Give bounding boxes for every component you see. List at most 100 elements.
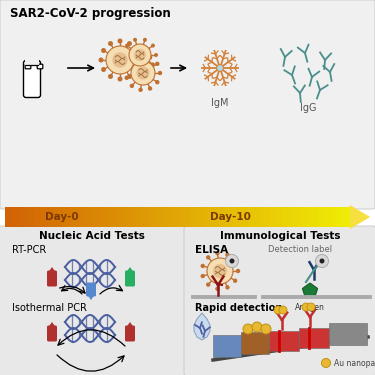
Bar bbox=[90, 207, 92, 227]
Bar bbox=[76, 207, 78, 227]
Circle shape bbox=[122, 53, 126, 57]
FancyBboxPatch shape bbox=[37, 64, 43, 69]
Circle shape bbox=[307, 303, 315, 311]
Circle shape bbox=[216, 64, 223, 72]
Bar bbox=[67, 207, 69, 227]
Polygon shape bbox=[302, 283, 318, 297]
Bar bbox=[198, 207, 200, 227]
Bar bbox=[17, 207, 19, 227]
Bar bbox=[252, 207, 254, 227]
Bar bbox=[303, 207, 306, 227]
Bar bbox=[33, 207, 35, 227]
FancyBboxPatch shape bbox=[24, 60, 40, 98]
Bar bbox=[108, 207, 111, 227]
Circle shape bbox=[155, 62, 159, 66]
Circle shape bbox=[101, 67, 106, 72]
Bar bbox=[245, 207, 247, 227]
Bar bbox=[334, 207, 337, 227]
Bar bbox=[191, 207, 194, 227]
Bar bbox=[293, 207, 295, 227]
Bar bbox=[19, 207, 21, 227]
Bar bbox=[329, 207, 332, 227]
Circle shape bbox=[236, 269, 240, 273]
Bar bbox=[343, 207, 345, 227]
Circle shape bbox=[125, 62, 129, 66]
Bar bbox=[134, 207, 136, 227]
Bar bbox=[13, 207, 16, 227]
Bar bbox=[285, 207, 286, 227]
Circle shape bbox=[124, 76, 129, 80]
FancyBboxPatch shape bbox=[125, 270, 135, 286]
Bar bbox=[309, 207, 311, 227]
Circle shape bbox=[206, 255, 210, 260]
Bar bbox=[95, 207, 97, 227]
Bar bbox=[121, 207, 123, 227]
Bar bbox=[298, 207, 300, 227]
Bar bbox=[312, 207, 314, 227]
Circle shape bbox=[148, 86, 152, 91]
Text: IgG: IgG bbox=[300, 103, 316, 113]
Bar bbox=[188, 207, 190, 227]
Bar bbox=[238, 207, 240, 227]
Bar bbox=[102, 207, 104, 227]
Bar bbox=[338, 207, 340, 227]
Bar bbox=[231, 207, 233, 227]
Circle shape bbox=[117, 76, 123, 81]
Text: SAR2-CoV-2 progression: SAR2-CoV-2 progression bbox=[10, 7, 171, 20]
Bar bbox=[179, 207, 182, 227]
Bar bbox=[171, 207, 173, 227]
Bar bbox=[326, 207, 328, 227]
Bar bbox=[96, 207, 99, 227]
Text: RT-PCR: RT-PCR bbox=[12, 245, 46, 255]
Bar bbox=[329, 323, 367, 345]
Bar bbox=[82, 207, 85, 227]
Text: Rapid detection: Rapid detection bbox=[195, 303, 282, 313]
Circle shape bbox=[136, 57, 141, 63]
Bar bbox=[10, 207, 12, 227]
Bar bbox=[310, 207, 312, 227]
Bar bbox=[210, 207, 213, 227]
Bar bbox=[297, 207, 299, 227]
Text: Antigen: Antigen bbox=[295, 303, 325, 312]
Bar bbox=[69, 207, 71, 227]
Bar bbox=[346, 207, 349, 227]
Bar bbox=[41, 207, 44, 227]
Bar bbox=[26, 207, 28, 227]
Bar bbox=[64, 207, 66, 227]
Bar bbox=[205, 207, 207, 227]
Bar bbox=[254, 207, 256, 227]
FancyBboxPatch shape bbox=[0, 0, 375, 209]
Circle shape bbox=[133, 68, 137, 72]
Bar bbox=[21, 207, 23, 227]
Text: Nucleic Acid Tests: Nucleic Acid Tests bbox=[39, 231, 145, 241]
Bar bbox=[186, 207, 188, 227]
Bar bbox=[140, 207, 142, 227]
Bar bbox=[240, 207, 242, 227]
Text: Day-10: Day-10 bbox=[210, 212, 251, 222]
Circle shape bbox=[134, 48, 139, 53]
Bar bbox=[81, 207, 83, 227]
Circle shape bbox=[129, 44, 151, 66]
Bar bbox=[141, 207, 144, 227]
Circle shape bbox=[230, 258, 234, 264]
Circle shape bbox=[151, 62, 155, 66]
Bar bbox=[88, 207, 90, 227]
Circle shape bbox=[225, 255, 238, 267]
Bar bbox=[276, 207, 278, 227]
Bar bbox=[322, 207, 325, 227]
Bar bbox=[299, 328, 329, 348]
Circle shape bbox=[134, 67, 139, 72]
Circle shape bbox=[108, 74, 113, 79]
Bar bbox=[150, 207, 152, 227]
Bar bbox=[159, 207, 161, 227]
Bar bbox=[100, 207, 102, 227]
Bar bbox=[45, 207, 47, 227]
Circle shape bbox=[321, 358, 330, 368]
Bar bbox=[348, 207, 351, 227]
Bar bbox=[36, 207, 38, 227]
Bar bbox=[52, 207, 54, 227]
Bar bbox=[302, 207, 304, 227]
Circle shape bbox=[320, 258, 324, 264]
Bar bbox=[229, 207, 231, 227]
Bar bbox=[12, 207, 14, 227]
